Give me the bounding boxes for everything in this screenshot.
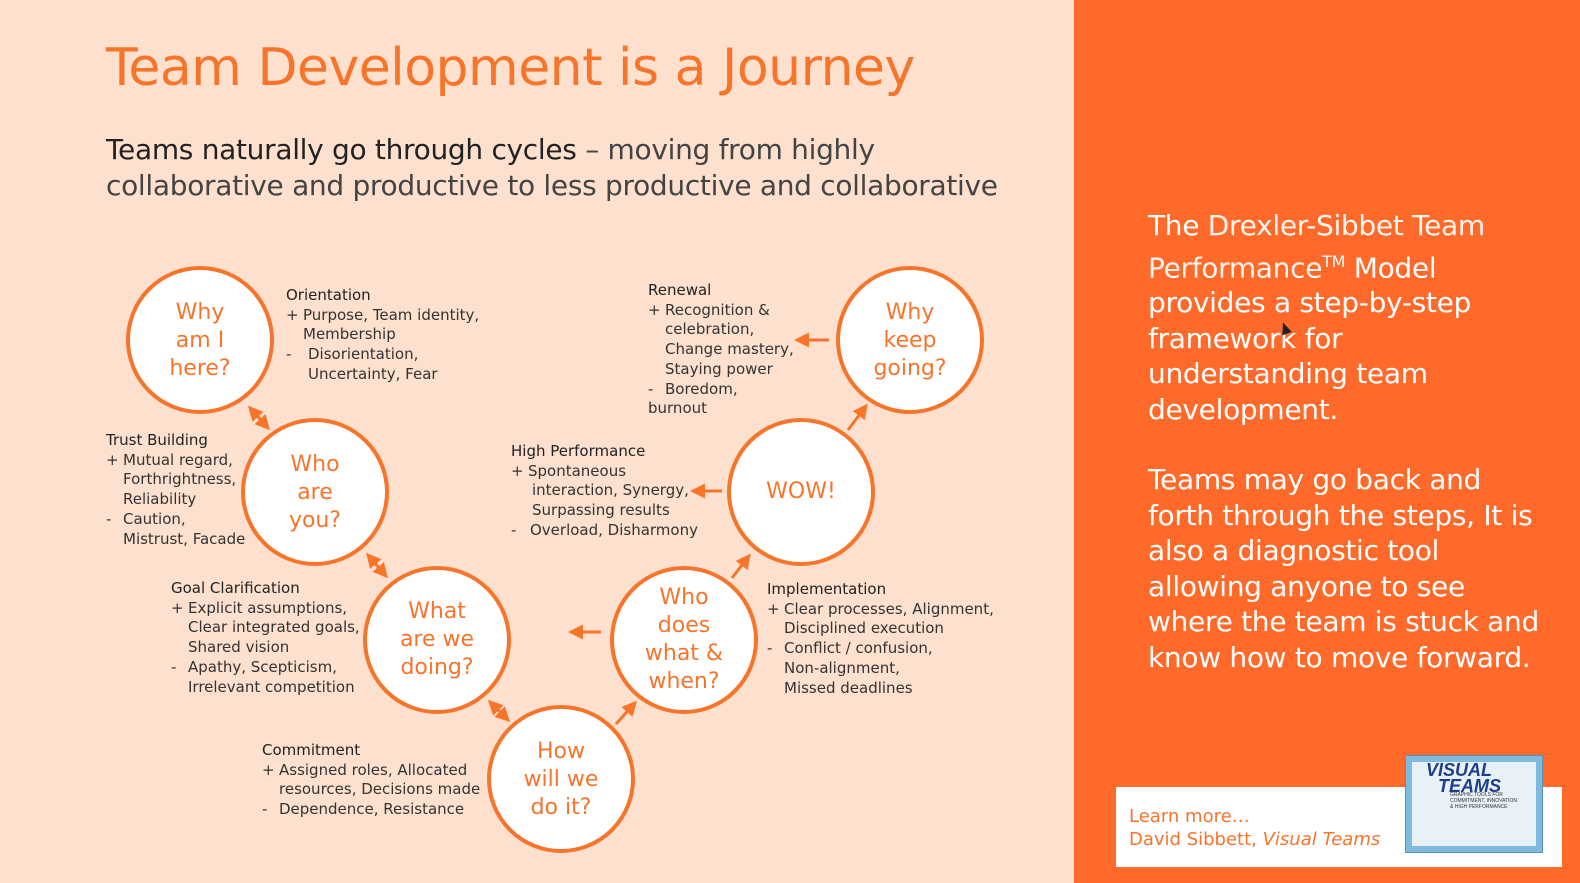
arrow-highperformance-renewal <box>846 403 868 431</box>
book-cover-image[interactable]: VISUAL TEAMS GRAPHIC TOOLS FOR COMMITMEN… <box>1405 755 1543 853</box>
circle-high-performance <box>727 418 875 566</box>
circle-commitment <box>487 705 635 853</box>
question-trust: Who are you? <box>288 452 342 533</box>
question-high-performance: WOW! <box>766 479 836 504</box>
stage-commitment: Commitment + Assigned roles, Allocated re… <box>262 741 481 819</box>
question-commitment: How will we do it? <box>523 739 599 820</box>
circle-renewal <box>836 266 984 414</box>
stage-name: High Performance <box>511 442 646 460</box>
question-goal: What are we doing? <box>399 599 475 680</box>
sidebar-paragraph-1: The Drexler-Sibbet Team PerformanceTM Mo… <box>1148 209 1485 426</box>
circle-trust <box>241 418 389 566</box>
learn-more-label: Learn more… <box>1129 806 1250 827</box>
arrow-implementation-highperformance <box>730 553 751 579</box>
stage-implementation: Implementation + Clear processes, Alignme… <box>767 580 994 697</box>
sidebar-paragraph-2: Teams may go back and forth through the … <box>1148 463 1539 674</box>
subtitle-rest: – moving from highly collaborative and p… <box>106 133 998 202</box>
question-implementation: Who does what & when? <box>644 585 724 694</box>
stage-name: Renewal <box>648 281 712 299</box>
circle-orientation <box>126 266 274 414</box>
arrow-orientation-trust <box>247 405 271 431</box>
stage-orientation: Orientation + Purpose, Team identity, Mem… <box>286 286 480 383</box>
stage-name: Commitment <box>262 741 361 759</box>
stage-renewal: Renewal + Recognition & celebration, Chan… <box>648 281 794 418</box>
circle-implementation <box>610 566 758 714</box>
question-renewal: Why keep going? <box>873 300 947 381</box>
book-cover-title: VISUAL TEAMS <box>1426 760 1501 796</box>
stage-name: Orientation <box>286 286 371 304</box>
subtitle-lead: Teams naturally go through cycles <box>106 133 577 166</box>
slide-subtitle: Teams naturally go through cycles – movi… <box>106 132 1036 204</box>
stage-name: Trust Building <box>106 431 208 449</box>
team-performance-diagram <box>126 266 984 853</box>
learn-more-reference: David Sibbett, Visual Teams <box>1129 829 1381 850</box>
arrow-commitment-implementation <box>614 700 638 726</box>
stage-high-performance: High Performance + Spontaneous interactio… <box>511 442 698 539</box>
slide-sidebar-panel <box>1074 0 1580 883</box>
question-orientation: Why am I here? <box>169 300 231 381</box>
book-cover-subtitle: GRAPHIC TOOLS FOR COMMITMENT, INNOVATION… <box>1450 792 1518 810</box>
stage-trust-building: Trust Building + Mutual regard, Forthrigh… <box>106 431 246 548</box>
stage-name: Implementation <box>767 580 887 598</box>
arrow-trust-goal <box>366 552 388 579</box>
slide-title: Team Development is a Journey <box>106 38 915 98</box>
stage-name: Goal Clarification <box>171 579 300 597</box>
sidebar-text: The Drexler-Sibbet Team PerformanceTM Mo… <box>1148 208 1548 710</box>
arrow-goal-commitment <box>487 699 511 723</box>
circle-goal <box>363 566 511 714</box>
stage-goal-clarification: Goal Clarification + Explicit assumptions… <box>171 579 360 696</box>
